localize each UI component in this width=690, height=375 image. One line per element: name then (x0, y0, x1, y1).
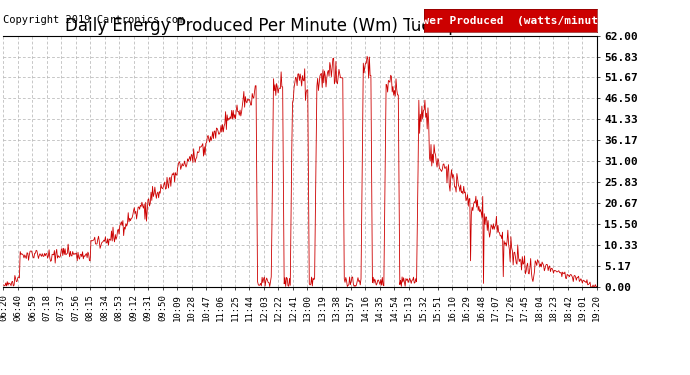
Text: Copyright 2019 Cartronics.com: Copyright 2019 Cartronics.com (3, 15, 185, 25)
Text: Power Produced  (watts/minute): Power Produced (watts/minute) (409, 16, 612, 26)
Title: Daily Energy Produced Per Minute (Wm) Tue Apr 9 19:22: Daily Energy Produced Per Minute (Wm) Tu… (66, 18, 535, 36)
